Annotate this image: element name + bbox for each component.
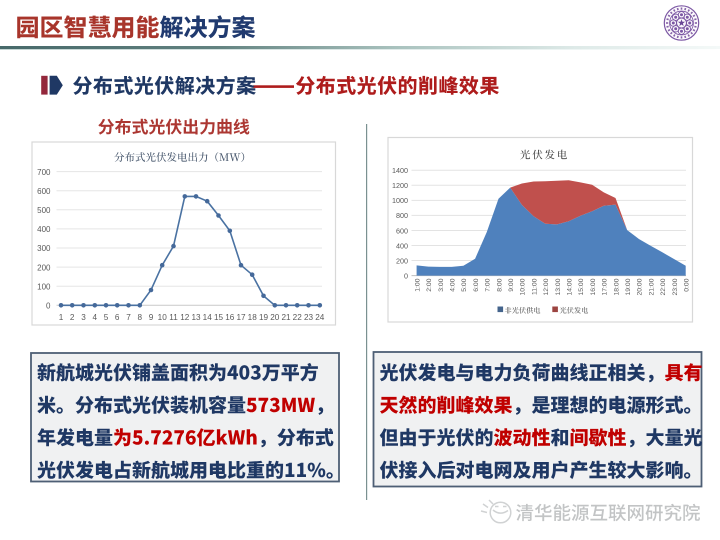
svg-text:20:00: 20:00 — [637, 278, 644, 295]
svg-text:0: 0 — [404, 271, 408, 280]
svg-text:12: 12 — [180, 313, 190, 322]
svg-text:300: 300 — [37, 244, 51, 253]
svg-text:600: 600 — [396, 226, 408, 235]
svg-text:22: 22 — [293, 313, 303, 322]
svg-text:100: 100 — [37, 282, 51, 291]
svg-text:14: 14 — [203, 313, 213, 322]
svg-text:1: 1 — [59, 313, 64, 322]
svg-text:200: 200 — [37, 263, 51, 272]
svg-text:800: 800 — [396, 211, 408, 220]
svg-text:13:00: 13:00 — [555, 278, 562, 295]
svg-text:13: 13 — [191, 313, 201, 322]
svg-text:23: 23 — [304, 313, 314, 322]
svg-text:21: 21 — [281, 313, 291, 322]
svg-text:15: 15 — [214, 313, 224, 322]
svg-text:8:00: 8:00 — [496, 278, 503, 291]
svg-text:12:00: 12:00 — [543, 278, 550, 295]
svg-text:7: 7 — [126, 313, 131, 322]
svg-text:5: 5 — [104, 313, 109, 322]
svg-text:21:00: 21:00 — [648, 278, 655, 295]
svg-text:500: 500 — [37, 206, 51, 215]
svg-text:9: 9 — [149, 313, 154, 322]
svg-text:0: 0 — [46, 302, 51, 311]
svg-text:400: 400 — [396, 241, 408, 250]
svg-text:1200: 1200 — [392, 181, 408, 190]
svg-text:6:00: 6:00 — [473, 278, 480, 291]
svg-text:19:00: 19:00 — [625, 278, 632, 295]
svg-text:7:00: 7:00 — [485, 278, 492, 291]
svg-text:0:00: 0:00 — [684, 278, 691, 291]
svg-text:9:00: 9:00 — [508, 278, 515, 291]
svg-text:4:00: 4:00 — [450, 278, 457, 291]
svg-text:8: 8 — [138, 313, 143, 322]
svg-text:18: 18 — [248, 313, 258, 322]
svg-text:16: 16 — [225, 313, 235, 322]
svg-text:10: 10 — [158, 313, 168, 322]
svg-text:3:00: 3:00 — [438, 278, 445, 291]
svg-text:1:00: 1:00 — [414, 278, 421, 291]
svg-text:2: 2 — [70, 313, 75, 322]
svg-text:16:00: 16:00 — [590, 278, 597, 295]
svg-text:11:00: 11:00 — [531, 278, 538, 295]
svg-text:14:00: 14:00 — [567, 278, 574, 295]
svg-text:18:00: 18:00 — [613, 278, 620, 295]
svg-text:700: 700 — [37, 168, 51, 177]
svg-text:200: 200 — [396, 256, 408, 265]
svg-text:19: 19 — [259, 313, 269, 322]
svg-text:20: 20 — [270, 313, 280, 322]
svg-text:600: 600 — [37, 187, 51, 196]
svg-text:1400: 1400 — [392, 166, 408, 175]
svg-text:400: 400 — [37, 225, 51, 234]
svg-text:22:00: 22:00 — [660, 278, 667, 295]
svg-text:17:00: 17:00 — [602, 278, 609, 295]
svg-text:10:00: 10:00 — [520, 278, 527, 295]
svg-text:1000: 1000 — [392, 196, 408, 205]
svg-text:3: 3 — [81, 313, 86, 322]
svg-text:15:00: 15:00 — [578, 278, 585, 295]
svg-text:2:00: 2:00 — [426, 278, 433, 291]
svg-text:5:00: 5:00 — [461, 278, 468, 291]
svg-text:17: 17 — [236, 313, 246, 322]
svg-text:24: 24 — [315, 313, 325, 322]
svg-text:11: 11 — [169, 313, 178, 322]
svg-text:4: 4 — [93, 313, 98, 322]
svg-text:23:00: 23:00 — [672, 278, 679, 295]
svg-text:6: 6 — [115, 313, 120, 322]
